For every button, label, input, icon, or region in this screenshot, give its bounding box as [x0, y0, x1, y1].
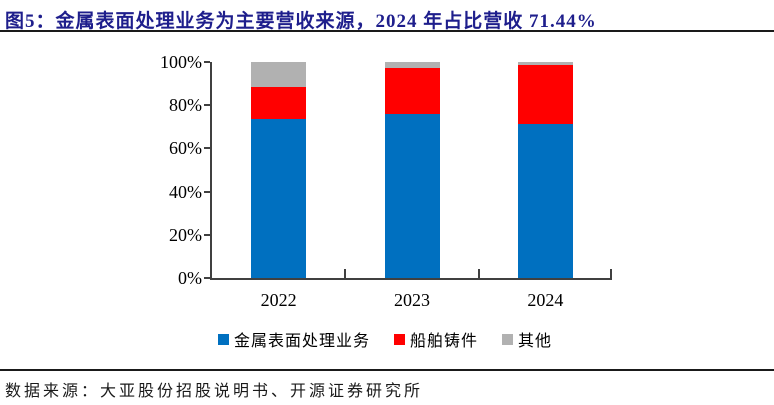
- source-text: 数据来源：大亚股份招股说明书、开源证券研究所: [5, 383, 424, 400]
- legend-swatch-icon: [217, 333, 229, 345]
- x-axis-label: 2023: [394, 290, 430, 310]
- bar-segment-船舶铸件: [384, 67, 440, 115]
- y-axis-tick-label: 100%: [160, 52, 202, 72]
- y-axis-tick-mark: [204, 147, 210, 150]
- bar-segment-船舶铸件: [517, 64, 573, 124]
- legend-item: 金属表面处理业务: [217, 327, 370, 351]
- source-divider: [0, 369, 774, 371]
- x-axis-label: 2024: [527, 290, 564, 310]
- bar-segment-金属表面处理业务: [517, 123, 573, 278]
- plot-area: 0% 20% 40% 60% 80% 100% 2022 2023 2024: [160, 53, 612, 310]
- bar-segment-其他: [517, 62, 573, 65]
- y-axis-tick-label: 20%: [169, 224, 202, 245]
- y-axis-tick-mark: [204, 233, 210, 236]
- y-axis-tick-mark: [204, 104, 210, 107]
- legend-item: 船舶铸件: [393, 327, 478, 351]
- x-axis-tick-mark: [477, 269, 480, 278]
- legend-label: 船舶铸件: [409, 333, 478, 350]
- chart-legend: 金属表面处理业务 船舶铸件 其他: [150, 327, 620, 351]
- y-axis-tick-label: 60%: [169, 138, 202, 159]
- bar-segment-其他: [251, 62, 307, 88]
- legend-label: 其他: [518, 333, 553, 350]
- page-title: 图5：金属表面处理业务为主要营收来源，2024 年占比营收 71.44%: [5, 11, 597, 32]
- bar-segment-船舶铸件: [251, 87, 307, 119]
- legend-item: 其他: [502, 327, 552, 351]
- legend-swatch-icon: [502, 333, 513, 345]
- legend-swatch-icon: [393, 333, 405, 345]
- y-axis-tick-mark: [204, 61, 210, 63]
- bar-stack: [517, 62, 573, 278]
- title-divider: [0, 30, 774, 32]
- y-axis-tick-label: 40%: [169, 181, 202, 202]
- x-axis-tick-mark: [344, 269, 347, 278]
- y-axis-tick-label: 80%: [169, 95, 202, 116]
- bar-segment-其他: [384, 62, 440, 68]
- bar-stack: [384, 62, 440, 278]
- bar-stack: [251, 62, 307, 278]
- legend-label: 金属表面处理业务: [233, 333, 370, 350]
- y-axis-tick-label: 0%: [178, 268, 202, 288]
- y-axis-tick-mark: [204, 190, 210, 193]
- bar-segment-金属表面处理业务: [251, 118, 307, 278]
- y-axis-tick-mark: [204, 277, 210, 279]
- x-axis-tick-mark: [610, 269, 612, 278]
- x-axis-label: 2022: [260, 290, 297, 310]
- bar-segment-金属表面处理业务: [384, 114, 440, 278]
